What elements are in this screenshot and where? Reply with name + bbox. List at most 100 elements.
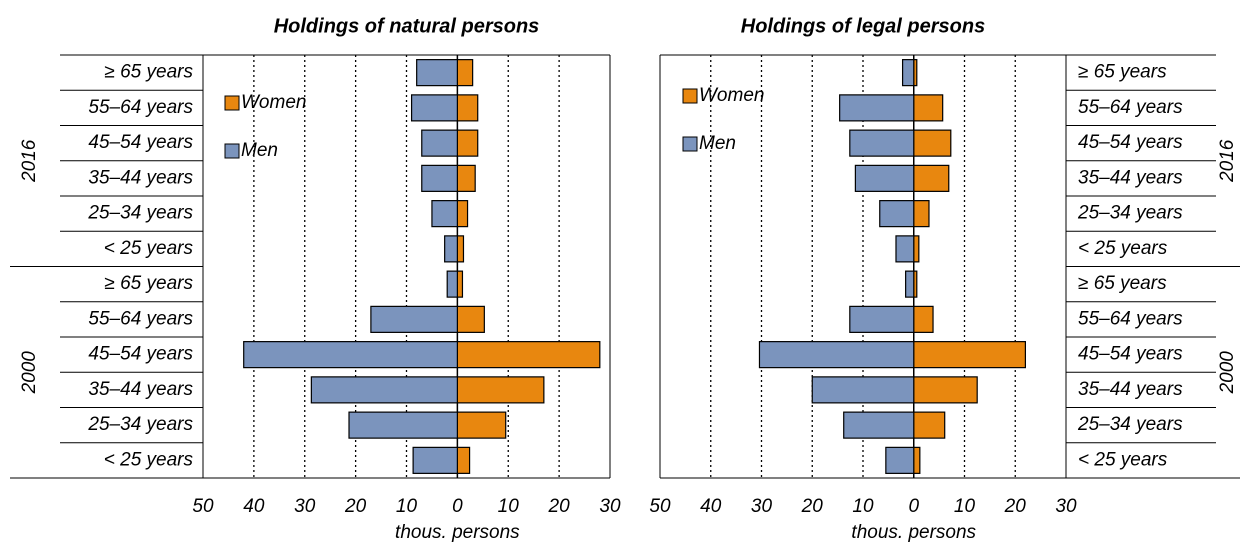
bar <box>839 94 915 122</box>
category-label: 25–34 years <box>1077 414 1183 435</box>
legend-label: Women <box>699 85 764 106</box>
x-tick-label: 20 <box>1004 496 1027 517</box>
bar <box>901 59 915 87</box>
x-tick-label: 30 <box>599 496 621 517</box>
bar <box>843 411 915 439</box>
bar <box>456 200 469 228</box>
legend-label: Women <box>241 92 306 113</box>
bar <box>895 235 915 263</box>
bar <box>879 200 915 228</box>
bar <box>913 129 952 157</box>
bar <box>416 59 458 87</box>
x-tick-label: 20 <box>801 496 824 517</box>
category-label: < 25 years <box>104 449 194 470</box>
x-tick-label: 20 <box>548 496 571 517</box>
x-tick-label: 10 <box>498 496 520 517</box>
category-label: 35–44 years <box>88 167 193 188</box>
bar <box>348 411 458 439</box>
bar <box>905 270 915 298</box>
legend-swatch <box>224 95 240 111</box>
bar <box>456 235 465 263</box>
category-label: 25–34 years <box>87 203 193 224</box>
x-tick-label: 10 <box>852 496 874 517</box>
bar <box>456 305 485 333</box>
x-tick-label: 40 <box>243 496 265 517</box>
category-label: < 25 years <box>1078 238 1168 259</box>
chart-title: Holdings of legal persons <box>741 15 985 37</box>
category-label: 55–64 years <box>1078 97 1183 118</box>
x-tick-label: 20 <box>344 496 367 517</box>
bar <box>854 164 915 192</box>
bar <box>456 446 471 474</box>
category-label: 45–54 years <box>88 344 193 365</box>
group-label: 2016 <box>19 139 40 183</box>
category-label: < 25 years <box>1078 449 1168 470</box>
bar <box>913 200 930 228</box>
bar <box>412 446 458 474</box>
bar <box>456 341 601 369</box>
x-tick-label: 50 <box>649 496 671 517</box>
category-label: 35–44 years <box>1078 379 1183 400</box>
category-label: 45–54 years <box>1078 344 1183 365</box>
group-label: 2000 <box>19 351 40 395</box>
category-label: 45–54 years <box>88 132 193 153</box>
x-tick-label: 0 <box>908 496 919 517</box>
category-label: ≥ 65 years <box>1078 273 1167 294</box>
category-label: 25–34 years <box>1077 203 1183 224</box>
chart-title: Holdings of natural persons <box>274 15 540 37</box>
bar <box>444 235 458 263</box>
bar <box>913 376 978 404</box>
x-tick-label: 10 <box>396 496 418 517</box>
category-label: 25–34 years <box>87 414 193 435</box>
legend-label: Men <box>699 133 736 154</box>
x-axis-label: thous. persons <box>851 522 976 543</box>
category-label: 55–64 years <box>88 97 193 118</box>
bar <box>456 164 476 192</box>
category-label: 55–64 years <box>88 308 193 329</box>
category-label: ≥ 65 years <box>1078 62 1167 83</box>
bar <box>885 446 915 474</box>
x-tick-label: 30 <box>1055 496 1077 517</box>
bar <box>456 59 474 87</box>
bar <box>913 94 944 122</box>
category-label: < 25 years <box>104 238 194 259</box>
bar <box>421 164 458 192</box>
bar <box>913 235 920 263</box>
bar <box>456 376 545 404</box>
bar <box>913 411 946 439</box>
x-tick-label: 10 <box>954 496 976 517</box>
bar <box>758 341 915 369</box>
bar <box>456 129 479 157</box>
bar <box>446 270 458 298</box>
bar <box>811 376 915 404</box>
category-label: ≥ 65 years <box>104 273 193 294</box>
x-tick-label: 30 <box>751 496 773 517</box>
legend-label: Men <box>241 140 278 161</box>
x-tick-label: 30 <box>294 496 316 517</box>
bar <box>913 305 934 333</box>
bar <box>421 129 458 157</box>
bar <box>431 200 458 228</box>
bar <box>410 94 458 122</box>
bar <box>913 164 950 192</box>
bar <box>310 376 458 404</box>
bar <box>849 129 915 157</box>
legend-swatch <box>682 88 698 104</box>
bar <box>456 94 479 122</box>
x-tick-label: 40 <box>700 496 722 517</box>
bar <box>456 270 464 298</box>
x-axis-label: thous. persons <box>395 522 520 543</box>
bar <box>370 305 458 333</box>
bar <box>913 446 921 474</box>
bar <box>456 411 507 439</box>
x-tick-label: 0 <box>452 496 463 517</box>
legend-swatch <box>682 136 698 152</box>
category-label: ≥ 65 years <box>104 62 193 83</box>
bar <box>849 305 915 333</box>
category-label: 55–64 years <box>1078 308 1183 329</box>
category-label: 35–44 years <box>1078 167 1183 188</box>
bar <box>913 341 1027 369</box>
x-tick-label: 50 <box>192 496 214 517</box>
legend-swatch <box>224 143 240 159</box>
